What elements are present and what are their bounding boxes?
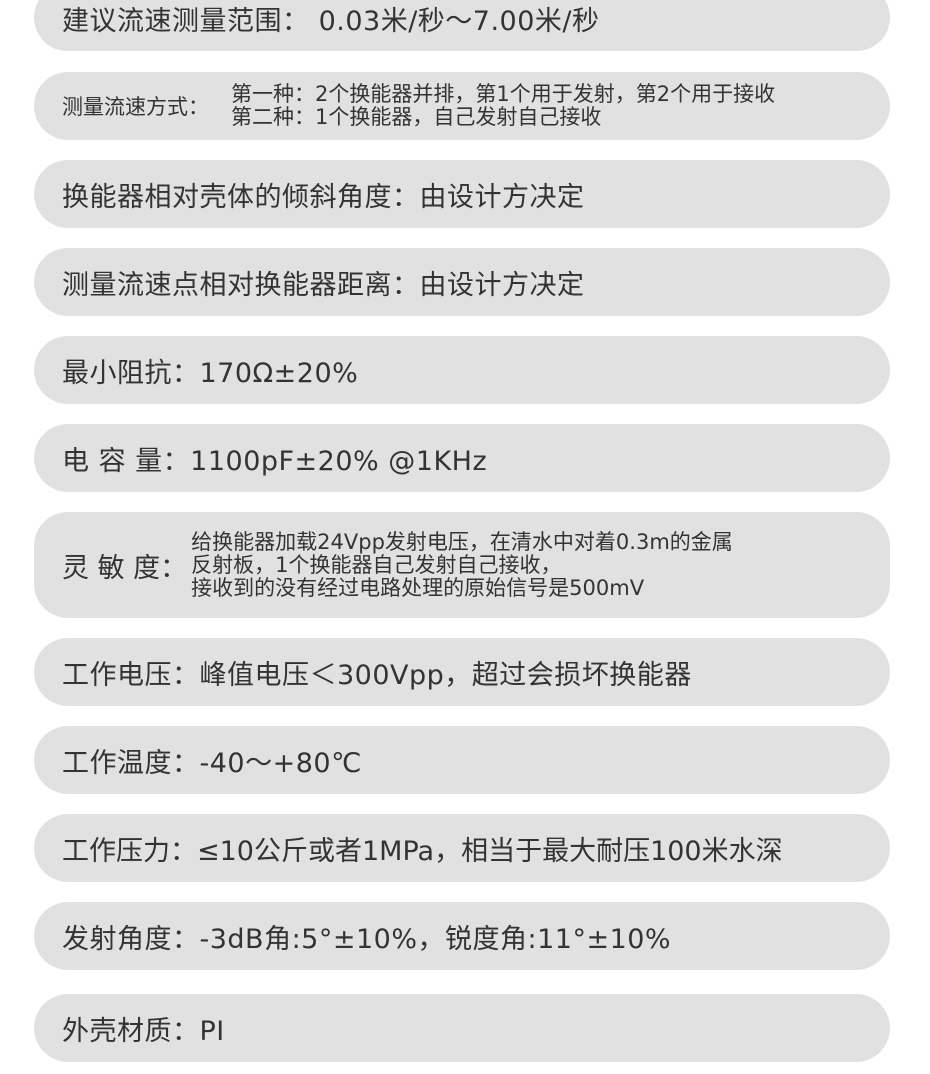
- spec-lines: 第一种：2个换能器并排，第1个用于发射，第2个用于接收 第二种：1个换能器，自己…: [231, 83, 775, 129]
- spec-text: 工作电压：峰值电压＜300Vpp，超过会损坏换能器: [62, 659, 692, 691]
- spec-text: 换能器相对壳体的倾斜角度：由设计方决定: [62, 181, 585, 213]
- spec-flow-range: 建议流速测量范围： 0.03米/秒～7.00米/秒: [34, 0, 890, 51]
- spec-voltage: 工作电压：峰值电压＜300Vpp，超过会损坏换能器: [34, 638, 890, 706]
- spec-text: 测量流速点相对换能器距离：由设计方决定: [62, 269, 585, 301]
- spec-text: 外壳材质：PI: [62, 1015, 225, 1047]
- spec-text: 发射角度：-3dB角:5°±10%，锐度角:11°±10%: [62, 923, 672, 955]
- spec-text: 建议流速测量范围： 0.03米/秒～7.00米/秒: [62, 6, 600, 37]
- spec-housing-material: 外壳材质：PI: [34, 994, 890, 1062]
- spec-line: 第二种：1个换能器，自己发射自己接收: [231, 105, 602, 129]
- spec-text: 电 容 量：1100pF±20% @1KHz: [62, 445, 488, 477]
- spec-line: 第一种：2个换能器并排，第1个用于发射，第2个用于接收: [231, 82, 776, 106]
- spec-beam-angle: 发射角度：-3dB角:5°±10%，锐度角:11°±10%: [34, 902, 890, 970]
- spec-line: 反射板，1个换能器自己发射自己接收，: [191, 552, 562, 577]
- spec-line: 接收到的没有经过电路处理的原始信号是500mV: [191, 575, 645, 600]
- spec-measure-method: 测量流速方式： 第一种：2个换能器并排，第1个用于发射，第2个用于接收 第二种：…: [34, 72, 890, 140]
- spec-text: 最小阻抗：170Ω±20%: [62, 357, 359, 389]
- spec-pressure: 工作压力：≤10公斤或者1MPa，相当于最大耐压100米水深: [34, 814, 890, 882]
- spec-impedance: 最小阻抗：170Ω±20%: [34, 336, 890, 404]
- spec-temperature: 工作温度：-40～+80℃: [34, 726, 890, 794]
- spec-sensitivity: 灵 敏 度： 给换能器加载24Vpp发射电压，在清水中对着0.3m的金属 反射板…: [34, 512, 890, 618]
- spec-line: 给换能器加载24Vpp发射电压，在清水中对着0.3m的金属: [191, 529, 733, 554]
- spec-lines: 给换能器加载24Vpp发射电压，在清水中对着0.3m的金属 反射板，1个换能器自…: [191, 529, 733, 600]
- spec-text: 工作温度：-40～+80℃: [62, 747, 362, 779]
- spec-capacitance: 电 容 量：1100pF±20% @1KHz: [34, 424, 890, 492]
- spec-point-distance: 测量流速点相对换能器距离：由设计方决定: [34, 248, 890, 316]
- spec-label: 测量流速方式：: [62, 95, 209, 119]
- spec-tilt-angle: 换能器相对壳体的倾斜角度：由设计方决定: [34, 160, 890, 228]
- spec-text: 工作压力：≤10公斤或者1MPa，相当于最大耐压100米水深: [62, 835, 783, 867]
- spec-label: 灵 敏 度：: [62, 552, 188, 584]
